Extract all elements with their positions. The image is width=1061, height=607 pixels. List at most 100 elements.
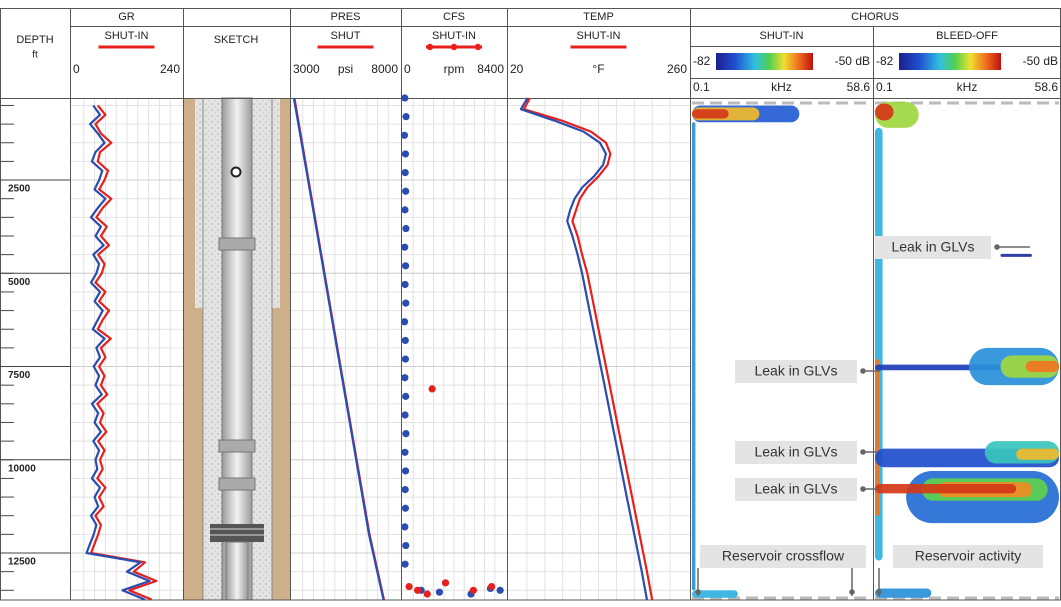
- legend-swatch-dot: [427, 44, 433, 50]
- point: [401, 318, 408, 325]
- point: [402, 113, 409, 120]
- colorbar: [899, 53, 1001, 70]
- scale-label: 240: [160, 62, 180, 76]
- legend-label: SHUT-IN: [432, 30, 476, 42]
- scale-label: 0: [404, 62, 411, 76]
- noise-band: [875, 588, 931, 597]
- legend-label: SHUT-IN: [577, 30, 621, 42]
- point: [402, 486, 409, 493]
- scale-unit: rpm: [444, 62, 465, 76]
- noise-map: [692, 105, 799, 597]
- point: [401, 281, 408, 288]
- point: [402, 188, 409, 195]
- point: [402, 355, 409, 362]
- point: [402, 262, 409, 269]
- scale-label: 0: [73, 62, 80, 76]
- point: [401, 244, 408, 251]
- curve: [294, 98, 384, 600]
- point: [402, 169, 409, 176]
- point: [401, 449, 408, 456]
- point: [401, 132, 408, 139]
- annotation: Reservoir crossflow: [722, 548, 845, 564]
- scale-label: 58.6: [847, 80, 871, 94]
- annotation-dot: [994, 244, 1000, 250]
- annotation: Leak in GLVs: [754, 444, 837, 460]
- point: [402, 150, 409, 157]
- annotation: Leak in GLVs: [891, 239, 974, 255]
- point: [402, 430, 409, 437]
- depth-title: DEPTH: [16, 34, 53, 46]
- point: [401, 374, 408, 381]
- point: [488, 583, 495, 590]
- point: [402, 542, 409, 549]
- grid-layer: [0, 98, 690, 600]
- noise-map: [875, 102, 1059, 598]
- point: [402, 393, 409, 400]
- annotation-dot: [860, 449, 866, 455]
- legend-swatch-dot: [451, 44, 457, 50]
- noise-band: [1000, 254, 1031, 257]
- legend-label: SHUT-IN: [105, 30, 149, 42]
- point: [401, 411, 408, 418]
- point: [424, 590, 431, 597]
- point: [429, 385, 436, 392]
- panel-title: BLEED-OFF: [936, 30, 998, 42]
- scale-label: 3000: [293, 62, 320, 76]
- noise-band: [692, 122, 695, 590]
- scale-label: 58.6: [1035, 80, 1059, 94]
- track-title: CHORUS: [851, 11, 899, 23]
- sketch-title: SKETCH: [214, 34, 259, 46]
- point: [497, 587, 504, 594]
- annotation-dot: [876, 589, 882, 595]
- track-title: CFS: [443, 11, 465, 23]
- scale-label: 20: [510, 62, 524, 76]
- annotation: Leak in GLVs: [754, 481, 837, 497]
- well-sketch: [183, 98, 290, 600]
- point: [402, 467, 409, 474]
- legend-swatch-dot: [475, 44, 481, 50]
- depth-unit: ft: [32, 50, 38, 61]
- point: [402, 225, 409, 232]
- annotation-dot: [849, 589, 855, 595]
- point: [401, 206, 408, 213]
- scale-unit: °F: [592, 62, 604, 76]
- point: [436, 589, 443, 596]
- colorbar: [716, 53, 813, 70]
- annotation: Leak in GLVs: [754, 363, 837, 379]
- colorbar-label: -82: [693, 54, 711, 68]
- point: [405, 583, 412, 590]
- scale-label: 260: [667, 62, 687, 76]
- scale-label: 8400: [477, 62, 504, 76]
- depth-tick-label: 12500: [8, 557, 36, 568]
- annotation-dot: [860, 368, 866, 374]
- point: [402, 337, 409, 344]
- colorbar-label: -50 dB: [1023, 54, 1058, 68]
- scale-unit: kHz: [771, 80, 792, 94]
- depth-tick-label: 7500: [8, 370, 31, 381]
- point: [442, 579, 449, 586]
- depth-tick-label: 5000: [8, 277, 31, 288]
- point: [402, 505, 409, 512]
- depth-tick-label: 2500: [8, 184, 31, 195]
- noise-band: [1026, 361, 1059, 372]
- legend-label: SHUT: [331, 30, 361, 42]
- noise-band: [875, 484, 1016, 493]
- well-log: SKETCH DEPTH ft 2500500075001000012500GR…: [0, 0, 1061, 607]
- scale-unit: psi: [338, 62, 353, 76]
- annotation: Reservoir activity: [915, 548, 1022, 564]
- track-title: TEMP: [583, 11, 614, 23]
- scale-label: 0.1: [876, 80, 893, 94]
- noise-band: [1016, 449, 1059, 460]
- depth-tick-label: 10000: [8, 463, 36, 474]
- point: [414, 587, 421, 594]
- panel-title: SHUT-IN: [760, 30, 804, 42]
- annotation-dot: [695, 589, 701, 595]
- point: [402, 300, 409, 307]
- scale-label: 0.1: [693, 80, 710, 94]
- colorbar-label: -50 dB: [835, 54, 870, 68]
- track-title: PRES: [331, 11, 361, 23]
- noise-band: [692, 109, 729, 118]
- point: [401, 94, 408, 101]
- curve: [521, 98, 647, 600]
- point: [401, 561, 408, 568]
